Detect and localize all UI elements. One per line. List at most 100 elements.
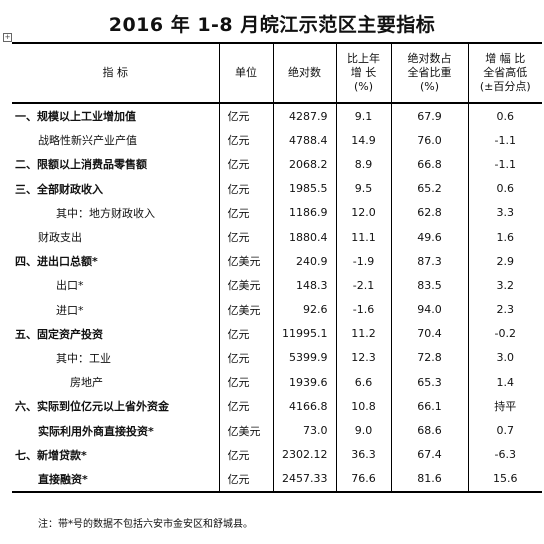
row-share: 49.6 bbox=[390, 224, 468, 250]
row-share: 68.6 bbox=[390, 418, 468, 443]
row-unit: 亿元 bbox=[218, 103, 273, 129]
row-diff: 2.9 bbox=[467, 249, 542, 274]
row-value: 240.9 bbox=[272, 249, 336, 274]
table-row: 进口* 亿美元 92.6 -1.6 94.0 2.3 bbox=[12, 297, 542, 322]
row-value: 148.3 bbox=[272, 273, 336, 298]
row-value: 4166.8 bbox=[272, 394, 336, 419]
row-value: 2068.2 bbox=[272, 152, 336, 177]
table-row: 四、进出口总额* 亿美元 240.9 -1.9 87.3 2.9 bbox=[12, 249, 542, 274]
row-value: 4788.4 bbox=[272, 128, 336, 153]
row-growth: 10.8 bbox=[335, 394, 391, 419]
row-unit: 亿美元 bbox=[218, 418, 273, 443]
row-unit: 亿美元 bbox=[218, 297, 273, 322]
table-row: 其中：地方财政收入 亿元 1186.9 12.0 62.8 3.3 bbox=[12, 200, 542, 225]
row-indicator: 战略性新兴产业产值 bbox=[38, 134, 137, 148]
row-share: 70.4 bbox=[390, 321, 468, 346]
table-row: 七、新增贷款* 亿元 2302.12 36.3 67.4 -6.3 bbox=[12, 442, 542, 467]
row-value: 2302.12 bbox=[272, 442, 336, 467]
table-header-row: 指 标 单位 绝对数 比上年 增 长 (%) 绝对数占 全省比重 (%) 增 幅… bbox=[12, 42, 542, 104]
row-share: 76.0 bbox=[390, 128, 468, 153]
header-unit: 单位 bbox=[218, 42, 273, 104]
row-growth: 36.3 bbox=[335, 442, 391, 467]
row-indicator: 五、固定资产投资 bbox=[15, 327, 103, 341]
row-diff: -1.1 bbox=[467, 128, 542, 153]
row-unit: 亿元 bbox=[218, 128, 273, 153]
header-rate-line2: 全省高低 bbox=[483, 66, 528, 79]
table-anchor-icon[interactable]: + bbox=[3, 33, 12, 42]
header-share: 绝对数占 全省比重 (%) bbox=[390, 42, 468, 104]
row-indicator: 三、全部财政收入 bbox=[15, 182, 103, 196]
row-growth: 9.5 bbox=[335, 176, 391, 201]
row-diff: 2.3 bbox=[467, 297, 542, 322]
row-indicator: 二、限额以上消费品零售额 bbox=[15, 158, 147, 172]
row-unit: 亿元 bbox=[218, 466, 273, 494]
row-unit: 亿元 bbox=[218, 224, 273, 250]
indicator-table: 指 标 单位 绝对数 比上年 增 长 (%) 绝对数占 全省比重 (%) 增 幅… bbox=[12, 42, 542, 494]
row-growth: 14.9 bbox=[335, 128, 391, 153]
row-diff: 0.6 bbox=[467, 103, 542, 129]
header-yoy-line3: (%) bbox=[353, 80, 374, 93]
row-value: 2457.33 bbox=[272, 466, 336, 494]
header-yoy-line2: 增 长 bbox=[350, 66, 377, 79]
row-diff: 0.7 bbox=[467, 418, 542, 443]
row-indicator: 进口* bbox=[56, 303, 84, 317]
row-indicator: 财政支出 bbox=[38, 231, 82, 245]
page-title: 2016 年 1-8 月皖江示范区主要指标 bbox=[108, 14, 436, 36]
row-growth: 12.0 bbox=[335, 200, 391, 225]
row-growth: 76.6 bbox=[335, 466, 391, 494]
row-value: 5399.9 bbox=[272, 345, 336, 371]
footnote: 注：带*号的数据不包括六安市金安区和舒城县。 bbox=[38, 519, 253, 530]
row-diff: -1.1 bbox=[467, 152, 542, 177]
table-row: 其中：工业 亿元 5399.9 12.3 72.8 3.0 bbox=[12, 345, 542, 371]
table-row: 出口* 亿美元 148.3 -2.1 83.5 3.2 bbox=[12, 273, 542, 298]
table-row: 房地产 亿元 1939.6 6.6 65.3 1.4 bbox=[12, 370, 542, 395]
header-yoy-line1: 比上年 bbox=[347, 52, 380, 65]
table-row: 战略性新兴产业产值 亿元 4788.4 14.9 76.0 -1.1 bbox=[12, 128, 542, 153]
row-unit: 亿元 bbox=[218, 442, 273, 467]
header-yoy: 比上年 增 长 (%) bbox=[335, 42, 391, 104]
row-value: 1186.9 bbox=[272, 200, 336, 225]
header-rate: 增 幅 比 全省高低 (±百分点) bbox=[467, 42, 542, 104]
row-value: 1985.5 bbox=[272, 176, 336, 201]
row-indicator: 一、规模以上工业增加值 bbox=[15, 110, 136, 124]
row-indicator: 七、新增贷款* bbox=[15, 448, 87, 462]
header-share-line3: (%) bbox=[419, 80, 440, 93]
row-unit: 亿元 bbox=[218, 176, 273, 201]
row-unit: 亿元 bbox=[218, 345, 273, 371]
header-share-line1: 绝对数占 bbox=[407, 52, 452, 65]
table-row: 五、固定资产投资 亿元 11995.1 11.2 70.4 -0.2 bbox=[12, 321, 542, 346]
row-share: 83.5 bbox=[390, 273, 468, 298]
row-growth: 8.9 bbox=[335, 152, 391, 177]
table-row: 二、限额以上消费品零售额 亿元 2068.2 8.9 66.8 -1.1 bbox=[12, 152, 542, 177]
table-row: 直接融资* 亿元 2457.33 76.6 81.6 15.6 bbox=[12, 466, 542, 494]
row-growth: -1.6 bbox=[335, 297, 391, 322]
row-share: 72.8 bbox=[390, 345, 468, 371]
table-row: 财政支出 亿元 1880.4 11.1 49.6 1.6 bbox=[12, 224, 542, 250]
row-share: 87.3 bbox=[390, 249, 468, 274]
row-growth: 12.3 bbox=[335, 345, 391, 371]
row-value: 1880.4 bbox=[272, 224, 336, 250]
row-indicator: 其中：工业 bbox=[56, 351, 111, 365]
row-diff: -0.2 bbox=[467, 321, 542, 346]
row-indicator: 实际利用外商直接投资* bbox=[38, 424, 154, 438]
row-unit: 亿美元 bbox=[218, 249, 273, 274]
row-diff: 3.2 bbox=[467, 273, 542, 298]
table-row: 三、全部财政收入 亿元 1985.5 9.5 65.2 0.6 bbox=[12, 176, 542, 201]
row-share: 62.8 bbox=[390, 200, 468, 225]
header-share-line2: 全省比重 bbox=[407, 66, 452, 79]
header-absolute: 绝对数 bbox=[272, 42, 336, 104]
row-growth: -1.9 bbox=[335, 249, 391, 274]
table-row: 实际利用外商直接投资* 亿美元 73.0 9.0 68.6 0.7 bbox=[12, 418, 542, 443]
row-unit: 亿美元 bbox=[218, 273, 273, 298]
row-share: 67.9 bbox=[390, 103, 468, 129]
header-rate-line3: (±百分点) bbox=[479, 80, 531, 93]
row-growth: 6.6 bbox=[335, 370, 391, 395]
row-indicator: 四、进出口总额* bbox=[15, 255, 98, 269]
row-share: 66.8 bbox=[390, 152, 468, 177]
row-growth: 11.2 bbox=[335, 321, 391, 346]
row-share: 65.3 bbox=[390, 370, 468, 395]
row-diff: 1.4 bbox=[467, 370, 542, 395]
row-indicator: 直接融资* bbox=[12, 466, 219, 494]
row-diff: 3.3 bbox=[467, 200, 542, 225]
row-value: 11995.1 bbox=[272, 321, 336, 346]
